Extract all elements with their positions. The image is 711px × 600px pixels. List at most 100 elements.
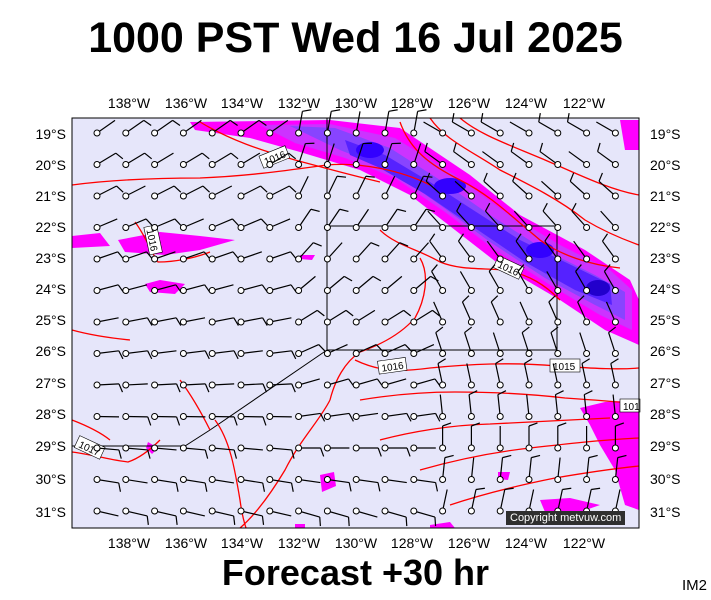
wind-station — [352, 444, 360, 452]
wind-barb-flag — [175, 482, 179, 492]
wind-station — [525, 287, 533, 294]
wind-barb-flag — [370, 242, 380, 247]
wind-barb-staff — [183, 383, 206, 386]
wind-barb-staff — [125, 317, 148, 323]
wind-barb-flag — [442, 422, 452, 427]
isobar-label: 1016 — [377, 357, 408, 375]
wind-station — [611, 413, 619, 420]
wind-barb-staff — [211, 152, 232, 166]
wind-station — [179, 287, 187, 294]
wind-barb-staff — [269, 284, 292, 292]
wind-barb-staff — [413, 378, 436, 386]
lat-tick: 22°S — [35, 219, 66, 235]
wind-barb-flag — [233, 317, 239, 326]
wind-station — [208, 161, 216, 168]
wind-station — [122, 255, 130, 263]
lat-tick: 31°S — [650, 504, 681, 520]
wind-barb-flag — [230, 152, 239, 160]
wind-barb-staff — [183, 350, 206, 355]
wind-barb-flag — [288, 152, 297, 160]
wind-barb-staff — [125, 383, 148, 386]
wind-barb-flag — [348, 482, 352, 492]
wind-barb-staff — [212, 284, 234, 292]
lon-tick: 136°W — [165, 95, 208, 111]
wind-barb-flag — [434, 482, 439, 492]
wind-barb-staff — [413, 208, 427, 228]
wind-barb-flag — [601, 233, 608, 242]
wind-barb-flag — [539, 142, 544, 152]
wind-station — [266, 318, 274, 326]
wind-barb-staff — [96, 510, 119, 517]
wind-barb-flag — [233, 515, 236, 525]
wind-barb-flag — [434, 517, 437, 527]
wind-barb-staff — [355, 309, 376, 323]
lon-tick: 130°W — [335, 535, 378, 551]
lat-tick: 19°S — [650, 126, 681, 142]
wind-barb-staff — [298, 478, 321, 484]
wind-station — [151, 161, 159, 168]
wind-barb-staff — [554, 394, 559, 417]
wind-barb-flag — [425, 172, 431, 182]
wind-barb-flag — [569, 172, 575, 182]
wind-barb-flag — [475, 487, 485, 491]
wind-barb-staff — [384, 344, 406, 355]
wind-station — [151, 318, 159, 326]
wind-station — [611, 255, 619, 263]
map-frame — [71, 117, 640, 529]
wind-station — [611, 318, 619, 326]
wind-barb-staff — [154, 284, 177, 292]
wind-station — [122, 413, 130, 420]
wind-barb-staff — [581, 363, 588, 386]
wind-barb-flag — [521, 326, 530, 334]
wind-station — [611, 161, 619, 168]
wind-barb-staff — [298, 412, 321, 418]
wind-station — [525, 224, 533, 231]
wind-station — [439, 318, 447, 326]
wind-barb-flag — [406, 447, 411, 457]
wind-station — [611, 287, 619, 294]
wind-barb-flag — [435, 326, 444, 334]
wind-barb-staff — [183, 284, 205, 292]
wind-barb-flag — [424, 142, 428, 152]
wind-station — [208, 444, 216, 452]
wind-barb-staff — [425, 180, 444, 197]
wind-barb-flag — [204, 482, 208, 492]
wind-barb-flag — [262, 383, 268, 393]
wind-barb-flag — [555, 390, 564, 396]
wind-barb-staff — [384, 478, 407, 484]
wind-barb-flag — [375, 344, 383, 352]
wind-barb-flag — [584, 390, 593, 396]
wind-barb-staff — [183, 478, 206, 484]
wind-station — [554, 161, 562, 168]
wind-barb-staff — [154, 478, 177, 484]
wind-barb-staff — [603, 271, 616, 291]
wind-barb-staff — [384, 111, 390, 134]
wind-station — [323, 413, 331, 420]
wind-barb-staff — [384, 143, 393, 165]
wind-barb-staff — [577, 301, 588, 323]
wind-barb-flag — [588, 454, 598, 459]
wind-barb-staff — [212, 383, 235, 386]
wind-barb-staff — [183, 251, 205, 260]
wind-station — [295, 413, 303, 420]
wind-barb-staff — [583, 394, 588, 417]
wind-barb-staff — [513, 210, 530, 228]
wind-barb-staff — [298, 111, 304, 134]
wind-station — [439, 350, 447, 357]
wind-station — [611, 476, 619, 483]
lat-tick: 26°S — [650, 343, 681, 359]
wind-barb-flag — [339, 208, 349, 213]
wind-barb-flag — [453, 142, 457, 152]
wind-barb-flag — [432, 309, 440, 317]
wind-barb-staff — [355, 242, 372, 260]
wind-barb-staff — [96, 185, 117, 197]
wind-barb-flag — [404, 344, 412, 352]
wind-barb-flag — [348, 413, 354, 422]
lat-tick: 23°S — [650, 250, 681, 266]
wind-barb-staff — [442, 489, 448, 512]
wind-barb-staff — [483, 180, 501, 197]
wind-barb-staff — [183, 317, 206, 323]
wind-barb-flag — [291, 350, 297, 360]
wind-station — [323, 476, 331, 483]
wind-station — [295, 318, 303, 326]
